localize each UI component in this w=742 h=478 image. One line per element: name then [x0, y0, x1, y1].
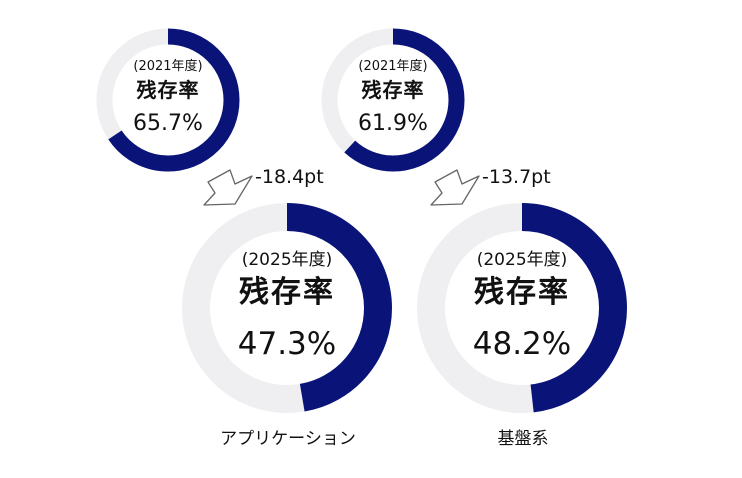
survival-rate-label: 残存率	[474, 275, 570, 310]
donut-ring	[321, 28, 465, 172]
survival-rate-value: 65.7%	[133, 111, 203, 136]
survival-rate-value: 48.2%	[472, 326, 572, 362]
category-label-infrastructure: 基盤系	[497, 429, 549, 449]
donut-app-2021: (2021年度) 残存率 65.7%	[96, 28, 240, 172]
delta-app: -18.4pt	[255, 166, 324, 188]
fiscal-year-label: (2025年度)	[476, 250, 568, 270]
survival-rate-label: 残存率	[136, 78, 200, 102]
survival-rate-label: 残存率	[361, 78, 425, 102]
donut-app-2025: (2025年度) 残存率 47.3%	[182, 203, 392, 413]
category-label-application: アプリケーション	[220, 429, 356, 449]
survival-rate-value: 47.3%	[237, 326, 337, 362]
down-arrow-icon	[430, 169, 480, 206]
fiscal-year-label: (2021年度)	[358, 59, 428, 74]
donut-infra-2021: (2021年度) 残存率 61.9%	[321, 28, 465, 172]
delta-infra: -13.7pt	[482, 166, 551, 188]
survival-rate-value: 61.9%	[358, 111, 428, 136]
donut-ring	[417, 203, 627, 413]
survival-rate-label: 残存率	[239, 275, 335, 310]
fiscal-year-label: (2021年度)	[133, 59, 203, 74]
down-arrow-icon	[203, 169, 253, 206]
donut-ring	[96, 28, 240, 172]
fiscal-year-label: (2025年度)	[241, 250, 333, 270]
donut-ring	[182, 203, 392, 413]
donut-infra-2025: (2025年度) 残存率 48.2%	[417, 203, 627, 413]
